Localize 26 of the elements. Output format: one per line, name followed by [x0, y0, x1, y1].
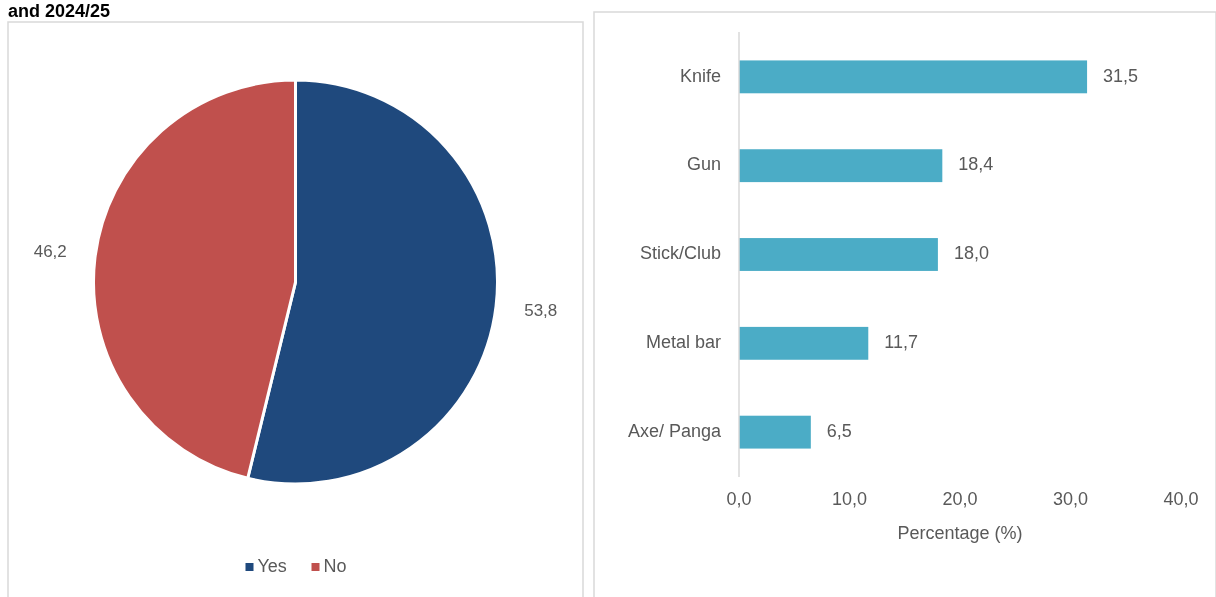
y-tick-label: Metal bar	[645, 332, 721, 353]
legend-label: Yes	[257, 555, 287, 576]
data-label: 53,8	[524, 300, 558, 320]
y-tick-label: Knife	[679, 65, 721, 86]
y-tick-label: Stick/Club	[639, 243, 721, 264]
bar	[739, 326, 869, 360]
data-label: 11,7	[884, 332, 918, 353]
data-label: 18,4	[958, 154, 994, 175]
x-axis-title: Percentage (%)	[897, 523, 1023, 543]
x-tick-label: 0,0	[726, 489, 752, 509]
bar	[739, 149, 943, 183]
y-tick-label: Axe/ Panga	[627, 420, 722, 441]
chart-title: and 2024/25	[8, 1, 111, 21]
x-tick-label: 10,0	[831, 489, 868, 509]
legend-label: No	[323, 555, 347, 576]
data-label: 18,0	[953, 243, 989, 264]
x-tick-label: 20,0	[942, 489, 978, 509]
x-tick-label: 40,0	[1163, 489, 1199, 509]
data-label: 46,2	[33, 242, 67, 262]
data-label: 6,5	[826, 420, 852, 441]
y-tick-label: Gun	[686, 154, 721, 175]
bar	[739, 238, 938, 271]
data-label: 31,5	[1103, 65, 1139, 86]
bar	[739, 60, 1088, 94]
x-tick-label: 30,0	[1052, 489, 1089, 509]
bar	[739, 415, 811, 449]
